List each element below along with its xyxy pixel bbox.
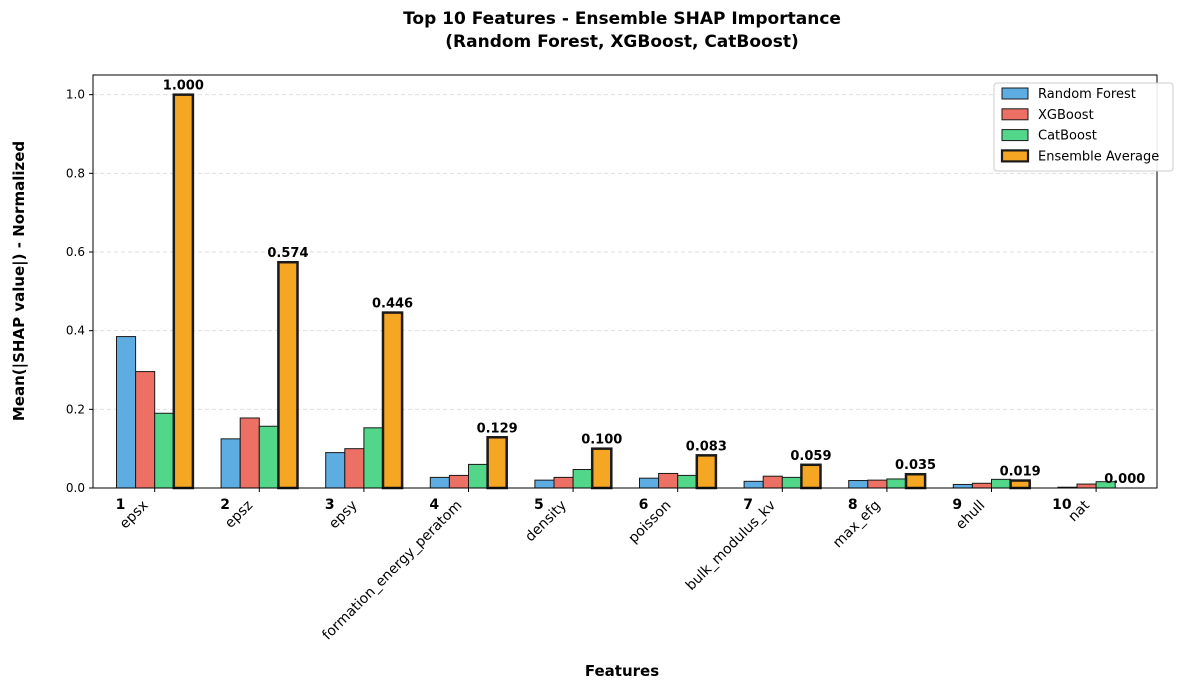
bar-catboost [886,478,907,489]
bar-random-forest [952,483,973,489]
rank-label: 3 [325,497,335,513]
bar-ensemble-average [904,472,927,490]
bar-xgboost [762,475,783,489]
y-tick-label: 1.0 [66,88,85,102]
bar-catboost [154,412,175,489]
bar-catboost [258,425,279,489]
bar-ensemble-average [695,454,718,490]
bar-ensemble-average [590,447,613,490]
data-labels: 1.000 0.574 0.446 0.129 0.100 0.083 0.059 0.035… [163,79,1146,487]
bar-xgboost [344,448,365,489]
bar-xgboost [658,472,679,489]
bar-xgboost [135,371,156,489]
bar-catboost [468,463,489,489]
bar-catboost [781,476,802,489]
y-axis-label: Mean(|SHAP value|) - Normalized [10,141,29,421]
bar-random-forest [325,452,346,489]
bar-random-forest [534,479,555,489]
rank-label: 10 [1052,497,1072,513]
y-tick-label: 0.2 [66,402,85,416]
y-axis: 0.0 0.2 0.4 0.6 0.8 1.0 [66,88,93,495]
bar-catboost [991,478,1012,489]
bar-xgboost [1076,483,1097,489]
legend-label: XGBoost [1038,108,1094,123]
ensemble-data-label: 0.446 [372,297,413,312]
bar-ensemble-average [486,436,508,490]
legend-swatch-random-forest [1001,87,1029,100]
chart-title-line-1: Top 10 Features - Ensemble SHAP Importan… [403,9,841,29]
bar-xgboost [553,476,574,489]
rank-label: 9 [952,497,962,513]
ensemble-data-label: 0.019 [1000,465,1041,480]
legend-label: Random Forest [1038,87,1136,102]
legend-swatch-ensemble-average [1000,149,1030,163]
bar-random-forest [116,336,137,489]
legend-swatch-catboost [1001,129,1029,142]
rank-label: 5 [534,497,544,513]
bar-catboost [677,474,698,489]
bar-ensemble-average [381,311,404,490]
bar-random-forest [220,438,241,489]
bar-ensemble-average [800,463,822,490]
feature-tick-label: bulk_modulus_kv [683,498,779,594]
bar-random-forest [743,480,764,489]
bars [116,93,1116,490]
legend-label: CatBoost [1038,129,1097,144]
bar-ensemble-average [1009,479,1031,490]
ensemble-data-label: 0.083 [686,439,727,454]
legend: Random Forest XGBoost CatBoost Ensemble Ave… [993,82,1174,172]
rank-label: 1 [116,497,126,513]
y-tick-label: 0.6 [66,245,85,259]
bar-random-forest [639,477,660,489]
feature-tick-label: density [522,498,570,546]
x-axis-label: Features [585,662,659,680]
bar-catboost [363,427,384,489]
y-tick-label: 0.4 [66,324,85,338]
legend-box [993,82,1174,172]
rank-label: 7 [743,497,753,513]
ensemble-data-label: 0.100 [581,433,622,448]
rank-label: 4 [429,497,439,513]
rank-label: 2 [220,497,230,513]
ensemble-data-label: 0.035 [895,458,936,473]
bar-random-forest [429,476,450,489]
rank-label: 8 [848,497,858,513]
feature-tick-label: poisson [625,498,674,547]
ensemble-data-label: 1.000 [163,79,204,94]
bar-random-forest [848,480,869,489]
y-tick-label: 0.8 [66,166,85,180]
ensemble-data-label: 0.059 [790,449,831,464]
bar-xgboost [867,479,888,489]
chart-title-line-2: (Random Forest, XGBoost, CatBoost) [445,32,798,52]
plot-frame [92,74,1158,489]
bar-xgboost [448,474,469,489]
legend-label: Ensemble Average [1038,149,1159,164]
ensemble-data-label: 0.000 [1104,472,1145,487]
bar-catboost [572,469,593,489]
ensemble-data-label: 0.129 [477,421,518,436]
bar-xgboost [971,482,993,489]
rank-label: 6 [639,497,649,513]
bar-xgboost [239,417,260,489]
ensemble-data-label: 0.574 [267,246,308,261]
y-tick-label: 0.0 [66,481,85,495]
legend-swatch-xgboost [1001,108,1029,121]
grid-lines [93,94,1157,410]
bar-ensemble-average [277,260,299,490]
bar-ensemble-average [172,93,195,490]
